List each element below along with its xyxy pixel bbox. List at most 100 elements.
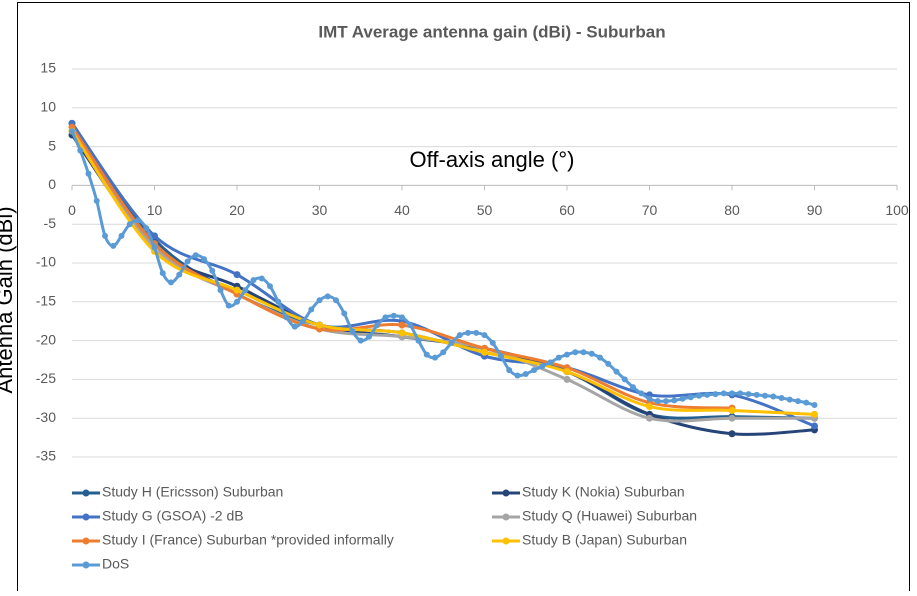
marker [696, 392, 702, 399]
marker [588, 350, 595, 357]
marker [663, 398, 669, 405]
marker [481, 348, 488, 356]
marker [646, 395, 653, 402]
marker [69, 128, 75, 135]
x-tick-label: 50 [477, 202, 493, 218]
marker [481, 332, 488, 339]
x-tick-label: 10 [147, 202, 163, 218]
marker [93, 197, 100, 204]
marker [267, 283, 273, 290]
legend-label: Study G (GSOA) -2 dB [102, 508, 244, 524]
series-line [70, 130, 815, 416]
chart-frame [17, 2, 910, 593]
marker [745, 391, 752, 398]
x-tick-label: 0 [68, 202, 76, 218]
marker [572, 349, 579, 356]
x-tick-label: 70 [642, 202, 658, 218]
marker [77, 147, 84, 154]
marker [415, 337, 422, 344]
marker [102, 232, 108, 239]
marker [720, 390, 727, 397]
marker [539, 363, 546, 370]
marker [398, 321, 406, 329]
y-tick-label: -5 [44, 215, 57, 231]
y-tick-label: -20 [36, 331, 56, 347]
marker [671, 397, 678, 404]
marker [308, 306, 315, 313]
marker [597, 354, 603, 361]
x-tick-label: 40 [394, 202, 410, 218]
marker [398, 329, 406, 337]
marker [687, 394, 694, 401]
marker [217, 287, 224, 294]
marker [275, 298, 282, 305]
marker [728, 406, 736, 414]
marker [407, 322, 414, 329]
marker [638, 390, 645, 397]
marker [250, 277, 257, 284]
marker [522, 370, 529, 377]
marker [382, 314, 389, 321]
marker [605, 360, 612, 367]
marker [258, 275, 265, 282]
marker [225, 302, 232, 309]
marker [399, 314, 405, 321]
marker [489, 339, 496, 346]
marker [728, 430, 736, 438]
marker [184, 258, 191, 265]
marker [333, 297, 339, 304]
marker [448, 339, 455, 346]
y-tick-label: -35 [36, 448, 56, 464]
marker [621, 376, 628, 383]
marker [654, 398, 661, 405]
marker [564, 351, 570, 358]
y-tick-label: -15 [36, 293, 56, 309]
marker [423, 351, 430, 358]
x-tick-label: 80 [724, 202, 740, 218]
marker [456, 332, 463, 339]
marker [762, 392, 768, 399]
marker [704, 391, 711, 398]
marker [679, 395, 686, 402]
legend-marker [82, 513, 90, 521]
marker [630, 384, 636, 391]
marker [341, 310, 348, 317]
marker [168, 279, 174, 286]
marker [357, 337, 364, 344]
legend-label: Study I (France) Suburban *provided info… [102, 532, 394, 548]
marker [563, 368, 571, 376]
marker [811, 402, 818, 409]
marker [135, 217, 141, 224]
marker [242, 287, 249, 294]
x-axis-title: Off-axis angle (°) [410, 147, 575, 172]
marker [506, 367, 513, 374]
marker [729, 390, 735, 397]
marker [795, 398, 801, 405]
marker [192, 252, 199, 259]
x-tick-label: 100 [885, 202, 909, 218]
y-tick-label: -30 [36, 409, 56, 425]
marker [613, 368, 620, 375]
series [69, 128, 818, 409]
marker [110, 242, 117, 249]
marker [580, 349, 587, 356]
legend-marker [502, 537, 510, 545]
legend-marker [82, 561, 90, 569]
marker [498, 353, 504, 360]
x-tick-label: 30 [312, 202, 328, 218]
y-tick-label: 10 [40, 99, 56, 115]
legend-marker [502, 513, 510, 521]
y-tick-label: -10 [36, 254, 56, 270]
marker [770, 393, 777, 400]
marker [143, 225, 150, 232]
marker [728, 414, 736, 422]
marker [126, 221, 133, 228]
marker [646, 414, 653, 422]
marker [753, 391, 760, 398]
marker [778, 395, 785, 402]
legend-label: Study H (Ericsson) Suburban [102, 484, 283, 500]
marker [300, 318, 306, 325]
legend-marker [82, 489, 90, 497]
